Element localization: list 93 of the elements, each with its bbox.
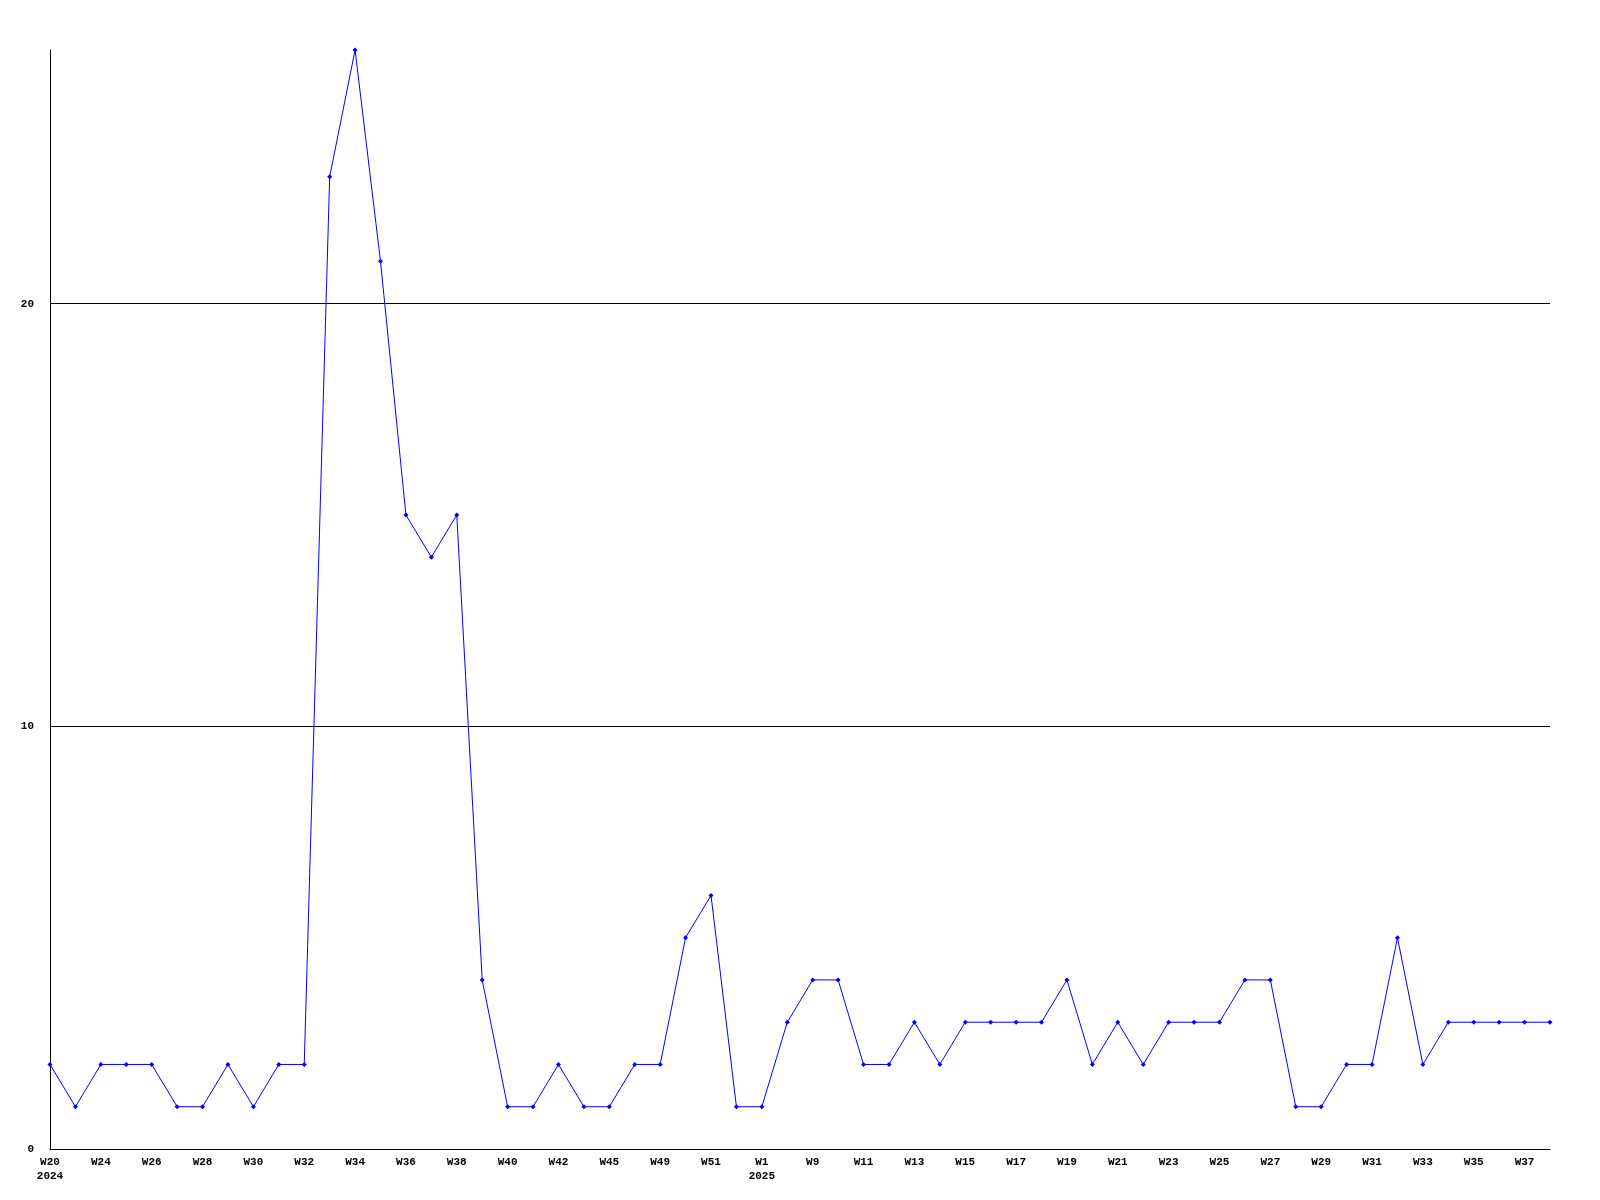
point xyxy=(1496,1019,1502,1025)
point xyxy=(327,174,333,180)
point xyxy=(1013,1019,1019,1025)
x-tick-label: W11 xyxy=(853,1156,874,1168)
point xyxy=(1471,1019,1477,1025)
point xyxy=(1293,1104,1299,1110)
point xyxy=(98,1061,104,1067)
point xyxy=(1445,1019,1451,1025)
point xyxy=(810,977,816,983)
x-tick-label: W34 xyxy=(345,1156,366,1168)
point xyxy=(937,1061,943,1067)
x-tick-label: W49 xyxy=(650,1156,671,1168)
point xyxy=(72,1104,78,1110)
point xyxy=(555,1061,561,1067)
point xyxy=(835,977,841,983)
point xyxy=(403,512,409,518)
point xyxy=(47,1061,53,1067)
point xyxy=(428,554,434,560)
x-tick-label: W23 xyxy=(1158,1156,1179,1168)
point xyxy=(632,1061,638,1067)
point xyxy=(861,1061,867,1067)
x-tick-label: W24 xyxy=(90,1156,112,1168)
point xyxy=(505,1104,511,1110)
x-tick-label: W36 xyxy=(396,1156,416,1168)
point xyxy=(378,258,384,264)
x-tick-label: W20 2024 xyxy=(36,1156,64,1182)
point xyxy=(683,935,689,941)
point xyxy=(1420,1061,1426,1067)
x-tick-label: W45 xyxy=(599,1156,620,1168)
point xyxy=(886,1061,892,1067)
x-tick-label: W51 xyxy=(701,1156,722,1168)
point xyxy=(301,1061,307,1067)
point xyxy=(149,1061,155,1067)
x-tick-label: W26 xyxy=(141,1156,162,1168)
x-tick-label: W17 xyxy=(1006,1156,1027,1168)
point xyxy=(1039,1019,1045,1025)
point xyxy=(988,1019,994,1025)
point xyxy=(200,1104,206,1110)
point xyxy=(479,977,485,983)
point xyxy=(276,1061,282,1067)
point xyxy=(581,1104,587,1110)
point xyxy=(1344,1061,1350,1067)
x-tick-label: W28 xyxy=(192,1156,213,1168)
point xyxy=(250,1104,256,1110)
point xyxy=(530,1104,536,1110)
point xyxy=(1140,1061,1146,1067)
point xyxy=(1216,1019,1222,1025)
x-tick-label: W9 xyxy=(806,1156,820,1168)
point xyxy=(352,47,358,53)
x-tick-label: W19 xyxy=(1057,1156,1077,1168)
x-tick-label: W42 xyxy=(548,1156,569,1168)
x-tick-label: W40 xyxy=(497,1156,518,1168)
point xyxy=(1064,977,1070,983)
x-tick-label: W38 xyxy=(446,1156,468,1168)
point xyxy=(911,1019,917,1025)
x-tick-label: W30 xyxy=(243,1156,264,1168)
point xyxy=(733,1104,739,1110)
x-tick-label: W37 xyxy=(1514,1156,1535,1168)
point xyxy=(1242,977,1248,983)
x-tick-label: W29 xyxy=(1311,1156,1332,1168)
x-tick-label: W31 xyxy=(1362,1156,1383,1168)
point xyxy=(1191,1019,1197,1025)
point xyxy=(708,892,714,898)
x-tick-label: W35 xyxy=(1463,1156,1485,1168)
point xyxy=(1318,1104,1324,1110)
x-tick-label: W1 2025 xyxy=(748,1156,776,1182)
y-tick-label: 0 xyxy=(27,1143,34,1155)
point xyxy=(962,1019,968,1025)
point xyxy=(174,1104,180,1110)
x-tick-label: W33 xyxy=(1412,1156,1434,1168)
point xyxy=(454,512,460,518)
point xyxy=(1115,1019,1121,1025)
x-tick-label: W21 xyxy=(1107,1156,1129,1168)
point xyxy=(657,1061,663,1067)
x-tick-label: W15 xyxy=(955,1156,976,1168)
point xyxy=(606,1104,612,1110)
y-tick-label: 20 xyxy=(20,297,34,310)
point xyxy=(1547,1019,1553,1025)
point xyxy=(1089,1061,1095,1067)
x-tick-label: W32 xyxy=(294,1156,315,1168)
x-tick-label: W25 xyxy=(1209,1156,1230,1168)
x-tick-label: W13 xyxy=(904,1156,925,1168)
y-tick-label: 10 xyxy=(20,720,34,733)
point xyxy=(225,1061,231,1067)
x-tick-label: W27 xyxy=(1260,1156,1281,1168)
point xyxy=(123,1061,129,1067)
point xyxy=(1522,1019,1528,1025)
point xyxy=(1369,1061,1375,1067)
point xyxy=(784,1019,790,1025)
point xyxy=(1394,935,1400,941)
point xyxy=(1166,1019,1172,1025)
point xyxy=(759,1104,765,1110)
point xyxy=(1267,977,1273,983)
